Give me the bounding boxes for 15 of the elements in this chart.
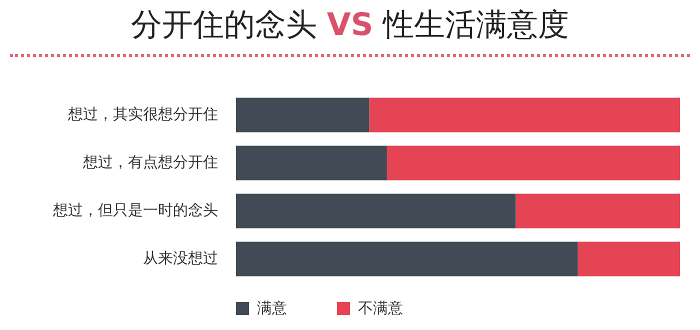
bar xyxy=(578,242,680,276)
bar xyxy=(386,146,680,180)
y-tick-label: 想过，有点想分开住 xyxy=(82,152,218,171)
bar xyxy=(236,98,370,132)
y-tick-label: 从来没想过 xyxy=(143,248,218,267)
bar xyxy=(369,98,680,132)
chart-title: 分开住的念头 VS 性生活满意度 xyxy=(130,7,570,43)
bar xyxy=(236,194,516,228)
legend-label: 满意 xyxy=(257,299,287,318)
y-tick-label: 想过，但只是一时的念头 xyxy=(52,200,218,219)
legend-label: 不满意 xyxy=(358,299,403,318)
y-tick-label: 想过，其实很想分开住 xyxy=(67,104,218,123)
bar xyxy=(236,242,578,276)
bar xyxy=(516,194,680,228)
bar xyxy=(236,146,387,180)
